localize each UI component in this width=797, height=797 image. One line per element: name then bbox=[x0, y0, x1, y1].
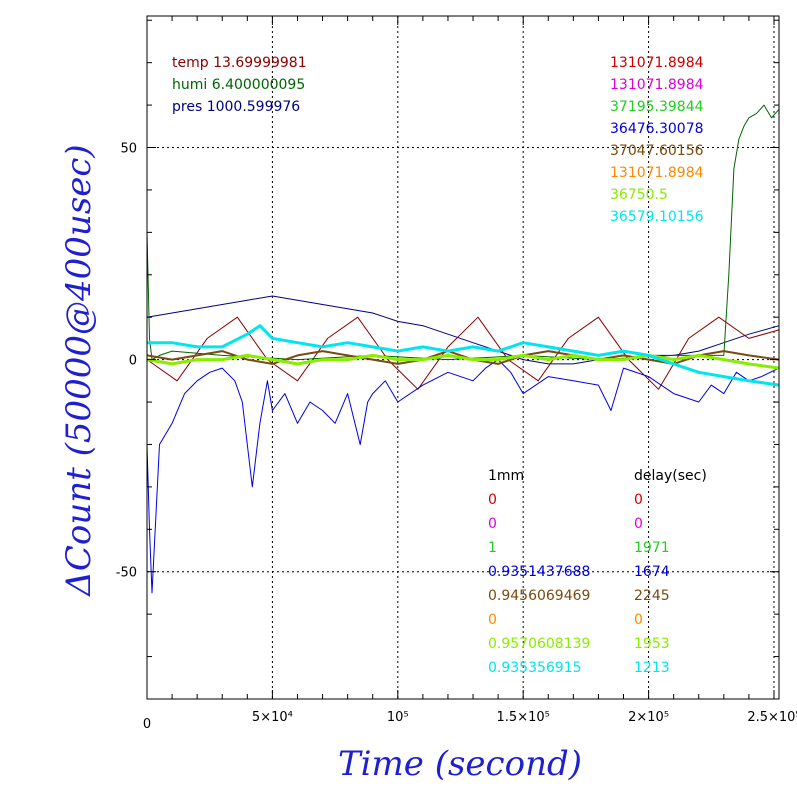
table-cell-delay: 0 bbox=[634, 492, 643, 508]
series-lines bbox=[146, 104, 780, 594]
y-axis-title: ΔCount (50000@400usec) bbox=[59, 144, 99, 597]
x-tick-label: 5×10⁴ bbox=[252, 710, 293, 725]
table-cell-1mm: 0.9351437688 bbox=[488, 564, 590, 580]
env-reading: humi 6.400000095 bbox=[172, 77, 305, 93]
channel-total: 131071.8984 bbox=[610, 77, 704, 93]
table-cell-delay: 1213 bbox=[634, 660, 670, 676]
channel-total: 36750.5 bbox=[610, 187, 668, 203]
table-cell-delay: 1674 bbox=[634, 564, 670, 580]
table-cell-1mm: 0 bbox=[488, 612, 497, 628]
channel-total: 37047.60156 bbox=[610, 143, 704, 159]
series-line-6 bbox=[147, 324, 780, 387]
env-reading: pres 1000.599976 bbox=[172, 99, 300, 115]
y-tick-labels: 50 0 -50 bbox=[116, 142, 137, 581]
series-line-3 bbox=[146, 359, 780, 594]
channel-total: 36476.30078 bbox=[610, 121, 704, 137]
table-cell-delay: 2245 bbox=[634, 588, 670, 604]
table-cell-1mm: 0.9456069469 bbox=[488, 588, 590, 604]
y-tick-label: 0 bbox=[129, 354, 137, 369]
env-readings: temp 13.69999981 humi 6.400000095 pres 100… bbox=[172, 55, 307, 115]
table-cell-1mm: 0 bbox=[488, 492, 497, 508]
channel-totals: 131071.8984 131071.8984 37195.39844 36476.3… bbox=[610, 55, 704, 225]
table-cell-delay: 1971 bbox=[634, 540, 670, 556]
table-header-delay: delay(sec) bbox=[634, 468, 707, 484]
x-axis-title: Time (second) bbox=[338, 744, 582, 784]
y-tick-label: 50 bbox=[120, 142, 137, 157]
channel-total: 131071.8984 bbox=[610, 55, 704, 71]
table-cell-1mm: 1 bbox=[488, 540, 497, 556]
x-tick-label: 10⁵ bbox=[387, 710, 409, 725]
env-reading: temp 13.69999981 bbox=[172, 55, 307, 71]
grid-lines bbox=[147, 16, 779, 699]
x-tick-label: 2×10⁵ bbox=[628, 710, 669, 725]
table-header-1mm: 1mm bbox=[488, 468, 524, 484]
table-cell-1mm: 0 bbox=[488, 516, 497, 532]
x-tick-label: 0 bbox=[143, 717, 151, 732]
x-tick-label: 1.5×10⁵ bbox=[497, 710, 550, 725]
table-cell-1mm: 0.9570608139 bbox=[488, 636, 590, 652]
plot-frame bbox=[146, 15, 780, 700]
table-cell-delay: 0 bbox=[634, 612, 643, 628]
x-tick-labels: 0 5×10⁴ 10⁵ 1.5×10⁵ 2×10⁵ 2.5×10⁵ bbox=[143, 710, 797, 732]
x-tick-label: 2.5×10⁵ bbox=[747, 710, 797, 725]
channel-total: 37195.39844 bbox=[610, 99, 704, 115]
y-tick-label: -50 bbox=[116, 566, 137, 581]
table-cell-1mm: 0.935356915 bbox=[488, 660, 582, 676]
series-line-0 bbox=[146, 295, 780, 365]
table-cell-delay: 0 bbox=[634, 516, 643, 532]
table-cell-delay: 1953 bbox=[634, 636, 670, 652]
series-line-5 bbox=[146, 353, 780, 370]
channel-table: 1mm delay(sec) 0 0 0 0 1 1971 0.9351437688 1674… bbox=[488, 468, 707, 676]
channel-total: 131071.8984 bbox=[610, 165, 704, 181]
channel-total: 36579.10156 bbox=[610, 209, 704, 225]
axis-ticks bbox=[146, 16, 779, 700]
